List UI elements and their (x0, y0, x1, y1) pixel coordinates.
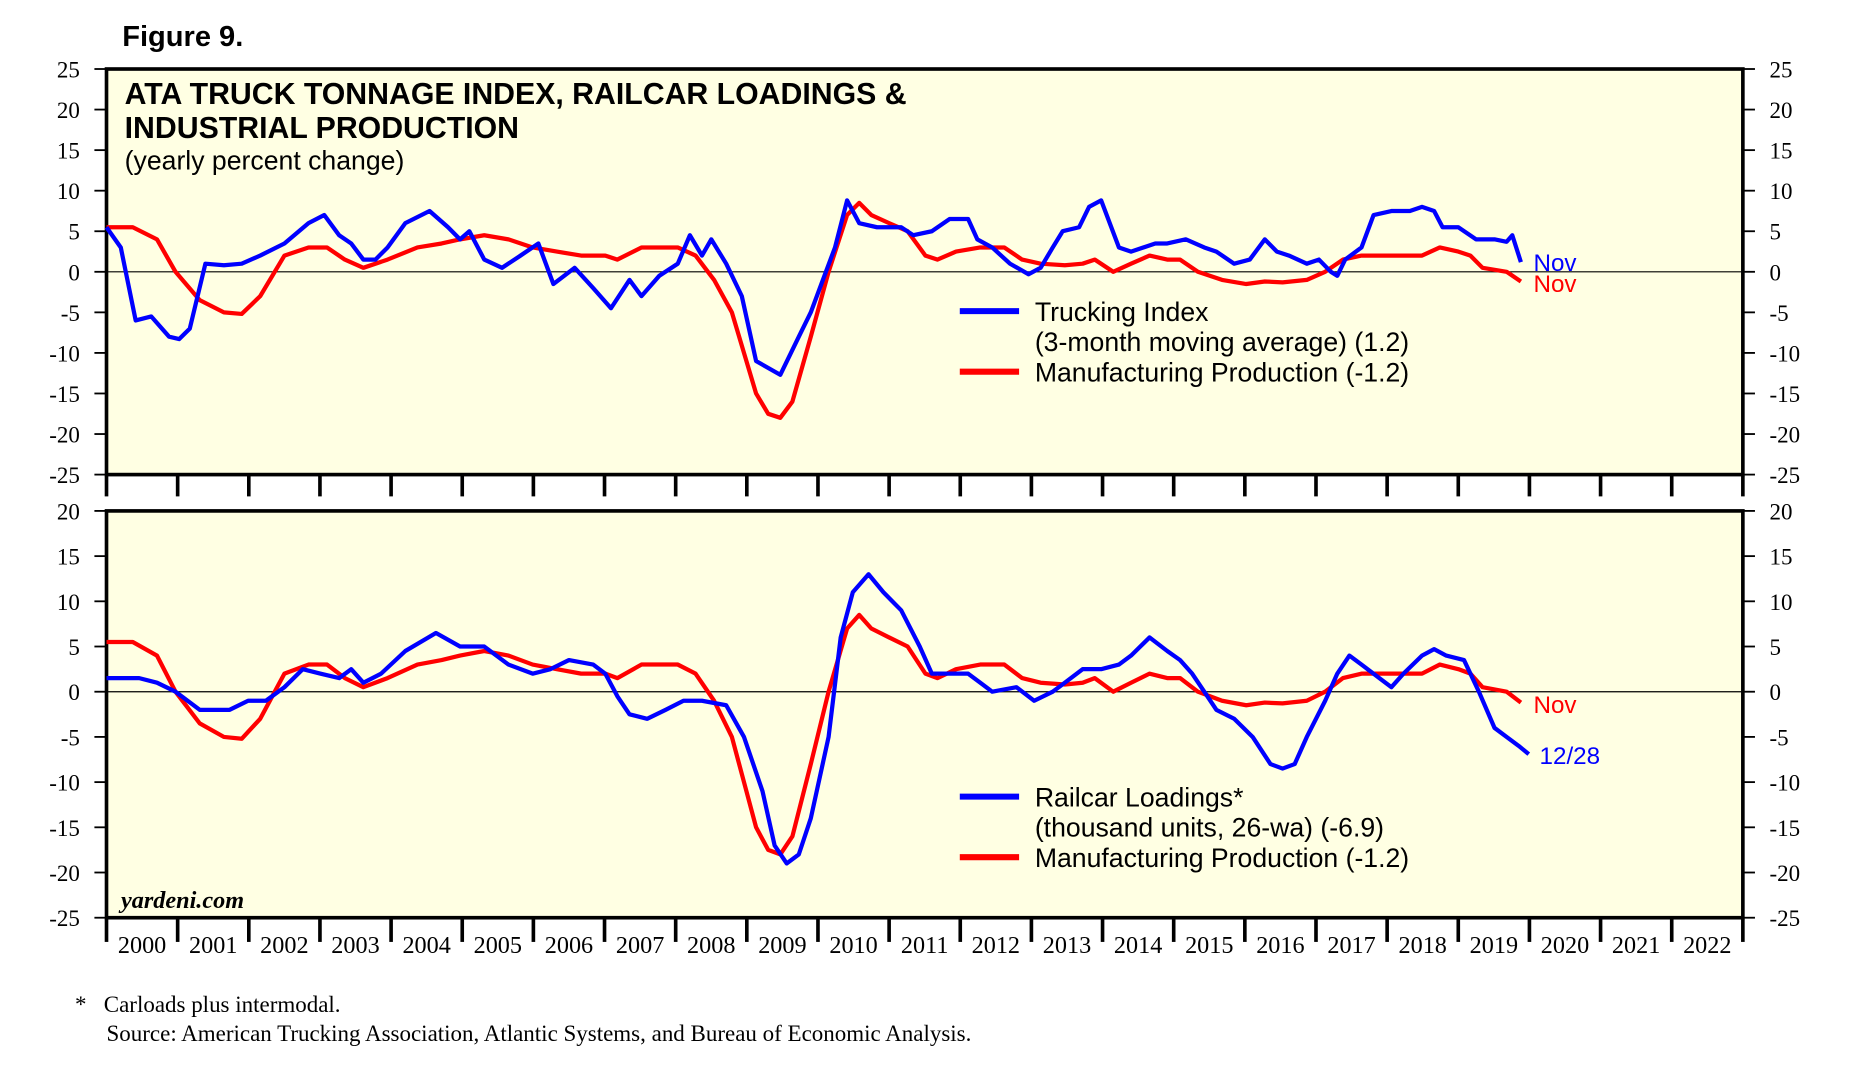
year-label: 2013 (1043, 932, 1091, 959)
bottom-ytick-label-right: -20 (1769, 861, 1800, 886)
end-label-manufacturing: Nov (1533, 271, 1577, 298)
year-label: 2011 (901, 932, 949, 959)
top-ytick-label-right: -25 (1769, 463, 1800, 488)
bottom-ytick-label-right: 10 (1769, 590, 1792, 615)
year-label: 2017 (1327, 932, 1375, 959)
top-ytick-label-right: 20 (1769, 98, 1792, 123)
top-ytick-label-left: -15 (49, 382, 80, 407)
top-ytick-label-left: -10 (49, 341, 80, 366)
top-panel: ATA TRUCK TONNAGE INDEX, RAILCAR LOADING… (49, 57, 1800, 488)
top-ytick-label-right: 10 (1769, 179, 1792, 204)
series-line-manufacturing-top (106, 200, 1523, 420)
bottom-ytick-label-right: -5 (1769, 725, 1788, 750)
legend-label-manufacturing-bottom: Manufacturing Production (-1.2) (1035, 843, 1409, 873)
legend-label-trucking-detail: (3-month moving average) (1.2) (1035, 327, 1409, 357)
year-label: 2006 (545, 932, 593, 959)
year-label: 2005 (474, 932, 522, 959)
year-label: 2022 (1683, 932, 1731, 959)
chart-subtitle: (yearly percent change) (125, 145, 405, 175)
figure-label: Figure 9. (122, 21, 243, 53)
end-label-railcar: 12/28 (1540, 743, 1601, 770)
top-ytick-label-left: 15 (57, 139, 80, 164)
top-ytick-label-right: 5 (1769, 220, 1780, 245)
bottom-ytick-label-left: -10 (49, 771, 80, 796)
bottom-ytick-label-left: 5 (68, 635, 79, 660)
chart-title-line2: INDUSTRIAL PRODUCTION (125, 112, 519, 145)
watermark: yardeni.com (118, 887, 244, 914)
year-label: 2009 (758, 932, 806, 959)
year-label: 2021 (1612, 932, 1660, 959)
series-line-manufacturing-bottom (106, 612, 1523, 857)
bottom-ytick-label-left: -5 (61, 725, 80, 750)
top-ytick-label-right: -10 (1769, 341, 1800, 366)
top-ytick-label-right: -20 (1769, 423, 1800, 448)
year-label: 2003 (331, 932, 379, 959)
bottom-ytick-label-left: 0 (68, 680, 79, 705)
bottom-ytick-label-right: -15 (1769, 816, 1800, 841)
legend-label-manufacturing: Manufacturing Production (-1.2) (1035, 357, 1409, 387)
bottom-plot-area (104, 509, 1745, 920)
bottom-ytick-label-right: -25 (1769, 906, 1800, 931)
top-ytick-label-right: -15 (1769, 382, 1800, 407)
year-label: 2007 (616, 932, 664, 959)
top-ytick-label-left: 0 (68, 260, 79, 285)
bottom-ytick-label-left: 15 (57, 545, 80, 570)
top-ytick-label-left: -5 (61, 301, 80, 326)
bottom-ytick-label-right: 15 (1769, 545, 1792, 570)
top-ytick-label-right: -5 (1769, 301, 1788, 326)
top-ytick-label-left: 10 (57, 179, 80, 204)
series-line-trucking (104, 198, 1523, 377)
top-ytick-label-left: 25 (57, 57, 80, 82)
series-line-railcar (106, 572, 1531, 866)
top-ytick-label-left: 20 (57, 98, 80, 123)
year-label: 2016 (1256, 932, 1304, 959)
bottom-ytick-label-left: 10 (57, 590, 80, 615)
year-label: 2008 (687, 932, 735, 959)
year-label: 2014 (1114, 932, 1162, 959)
bottom-ytick-label-left: -20 (49, 861, 80, 886)
end-label-manufacturing-bottom: Nov (1533, 692, 1577, 719)
year-label: 2018 (1399, 932, 1447, 959)
bottom-ytick-label-right: 5 (1769, 635, 1780, 660)
year-label: 2015 (1185, 932, 1233, 959)
year-label: 2020 (1541, 932, 1589, 959)
year-label: 2019 (1470, 932, 1518, 959)
year-label: 2012 (972, 932, 1020, 959)
chart-title: ATA TRUCK TONNAGE INDEX, RAILCAR LOADING… (125, 78, 907, 111)
legend-label-railcar: Railcar Loadings* (1035, 782, 1244, 812)
footnote: * Carloads plus intermodal. (75, 992, 341, 1017)
bottom-ytick-label-right: -10 (1769, 771, 1800, 796)
year-label: 2000 (118, 932, 166, 959)
top-ytick-label-left: -20 (49, 423, 80, 448)
year-label: 2004 (402, 932, 450, 959)
bottom-ytick-label-left: 20 (57, 499, 80, 524)
year-label: 2002 (260, 932, 308, 959)
top-ytick-label-left: 5 (68, 220, 79, 245)
year-label: 2010 (829, 932, 877, 959)
year-label: 2001 (189, 932, 237, 959)
legend-label-railcar-detail: (thousand units, 26-wa) (-6.9) (1035, 813, 1384, 843)
bottom-ytick-label-right: 20 (1769, 499, 1792, 524)
end-label-trucking: Nov (1533, 250, 1577, 277)
bottom-panel: 20 20 15 15 10 10 5 5 0 0 -5 -5 -10 -10 -15 -15 -20 -20 -2… (49, 499, 1800, 931)
legend-label-trucking: Trucking Index (1035, 297, 1209, 327)
bottom-ytick-label-right: 0 (1769, 680, 1780, 705)
top-ytick-label-right: 25 (1769, 57, 1792, 82)
top-ytick-label-left: -25 (49, 463, 80, 488)
source-note: Source: American Trucking Association, A… (107, 1021, 972, 1046)
bottom-ytick-label-left: -15 (49, 816, 80, 841)
top-ytick-label-right: 15 (1769, 139, 1792, 164)
bottom-ytick-label-left: -25 (49, 906, 80, 931)
top-ytick-label-right: 0 (1769, 260, 1780, 285)
